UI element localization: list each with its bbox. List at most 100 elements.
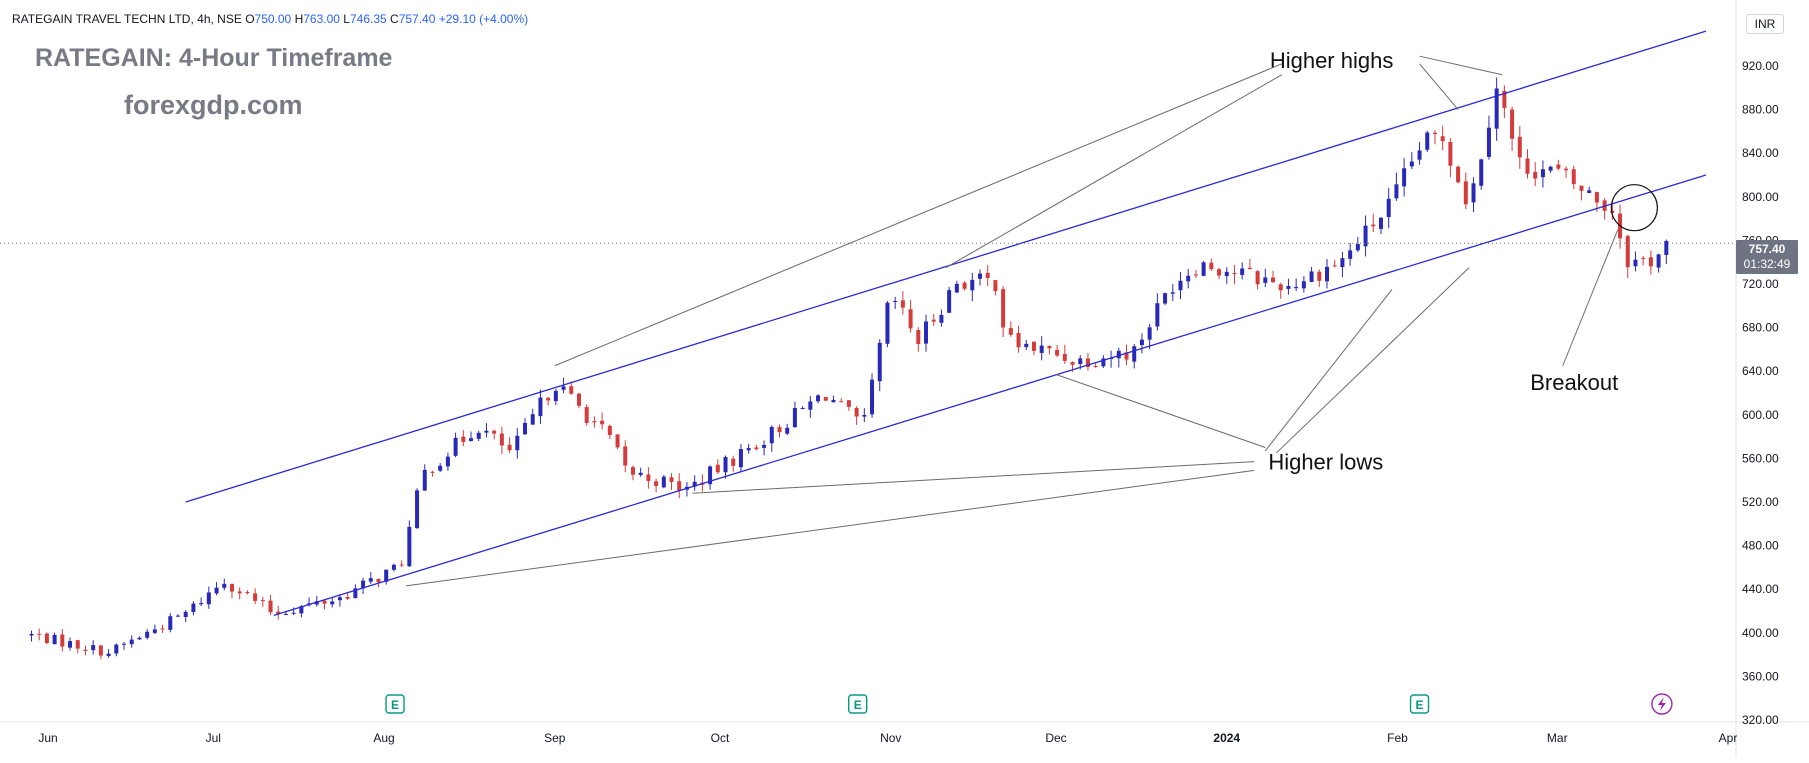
candle-body — [183, 611, 188, 617]
channel-upper-line[interactable] — [185, 30, 1707, 503]
time-tick-label: Jul — [206, 731, 221, 745]
candle-body — [985, 272, 990, 279]
higher-highs-pointer — [554, 63, 1283, 367]
time-axis[interactable]: Jun Jul Aug Sep Oct Nov Dec 2024 Feb Mar Apr — [38, 731, 1737, 745]
candle-body — [1024, 343, 1029, 348]
candle-body — [738, 449, 743, 468]
candle-body — [1363, 225, 1368, 247]
candle-body — [253, 593, 258, 601]
candle-body — [399, 564, 404, 566]
channel-lower-line[interactable] — [273, 174, 1707, 616]
candle-body — [276, 611, 281, 615]
price-tick-label: 440.00 — [1742, 582, 1779, 596]
earnings-letter: E — [1416, 698, 1424, 712]
candle-body — [584, 407, 589, 423]
lightning-icon[interactable] — [1651, 693, 1673, 715]
candle-body — [1594, 192, 1599, 203]
higher-lows-pointer — [1275, 267, 1470, 454]
candle-body — [1163, 293, 1168, 304]
price-tick-label: 840.00 — [1742, 146, 1779, 160]
candle-body — [931, 319, 936, 322]
candle-body — [1664, 240, 1669, 255]
candle-body — [438, 465, 443, 471]
candle-body — [384, 569, 389, 582]
annotations-layer: Higher highs Higher lows Breakout — [405, 48, 1658, 587]
candle-body — [445, 456, 450, 467]
earnings-e-icon[interactable]: E — [848, 694, 868, 714]
earnings-letter: E — [854, 698, 862, 712]
candle-body — [1556, 164, 1561, 169]
candle-body — [391, 564, 396, 570]
candle-body — [337, 597, 342, 601]
candle-body — [1039, 345, 1044, 353]
candle-body — [1224, 271, 1229, 277]
candle-body — [1510, 109, 1515, 139]
candle-body — [669, 477, 674, 482]
candle-body — [415, 490, 420, 529]
price-tick-label: 880.00 — [1742, 103, 1779, 117]
candle-body — [1533, 171, 1538, 179]
candle-body — [1564, 168, 1569, 171]
candle-body — [885, 302, 890, 344]
price-tick-label: 920.00 — [1742, 59, 1779, 73]
earnings-e-icon[interactable]: E — [1409, 694, 1430, 714]
candle-body — [1633, 259, 1638, 267]
candle-body — [731, 458, 736, 466]
time-tick-label: Feb — [1387, 731, 1408, 745]
low-label: L — [343, 12, 350, 26]
candle-body — [1641, 258, 1646, 260]
earnings-badge — [385, 694, 405, 714]
candle-body — [792, 408, 797, 428]
candle-body — [1432, 132, 1437, 135]
low-value: 746.35 — [349, 12, 387, 26]
candle-body — [492, 430, 497, 434]
change-value: +29.10 (+4.00%) — [438, 12, 529, 26]
currency-button[interactable]: INR — [1746, 14, 1784, 34]
candle-body — [507, 444, 512, 451]
candle-body — [1031, 341, 1036, 351]
time-tick-label: Dec — [1045, 731, 1066, 745]
candle-body — [222, 583, 227, 588]
candle-body — [106, 653, 111, 657]
higher-highs-pointer — [1419, 55, 1503, 76]
candle-body — [762, 444, 767, 448]
candle-body — [1101, 358, 1106, 367]
candle-body — [1517, 136, 1522, 158]
candle-body — [1178, 280, 1183, 291]
candle-body — [1047, 345, 1052, 349]
breakout-label: Breakout — [1530, 370, 1618, 395]
candle-body — [654, 481, 659, 486]
candle-body — [291, 612, 296, 614]
earnings-e-icon[interactable]: E — [385, 694, 405, 714]
candle-body — [546, 397, 551, 401]
candle-body — [1571, 169, 1576, 185]
candle-body — [1255, 271, 1260, 285]
symbol-header[interactable]: RATEGAIN TRAVEL TECHN LTD, 4h, NSE O750.… — [12, 12, 528, 26]
candle-body — [592, 421, 597, 423]
candle-body — [499, 433, 504, 446]
candle-body — [816, 395, 821, 402]
candle-body — [361, 580, 366, 589]
candle-body — [862, 414, 867, 417]
channel-layer — [0, 30, 1736, 616]
candle-body — [569, 386, 574, 394]
candle-body — [561, 386, 566, 390]
candle-body — [1625, 236, 1630, 268]
candle-body — [430, 471, 435, 473]
candle-body — [993, 280, 998, 292]
candle-body — [330, 601, 335, 605]
candle-body — [939, 314, 944, 323]
candle-body — [484, 430, 489, 433]
candle-body — [1386, 198, 1391, 218]
candle-body — [1479, 159, 1484, 186]
candle-body — [1486, 127, 1491, 157]
candle-body — [1247, 267, 1252, 270]
candle-body — [1378, 217, 1383, 229]
price-tick-label: 320.00 — [1742, 713, 1779, 727]
higher-highs-pointer — [1419, 63, 1459, 110]
candle-body — [870, 379, 875, 415]
price-axis[interactable]: 320.00 360.00 400.00 440.00 480.00 520.00 560.… — [1742, 59, 1779, 727]
candle-body — [970, 279, 975, 291]
candle-body — [129, 639, 134, 645]
